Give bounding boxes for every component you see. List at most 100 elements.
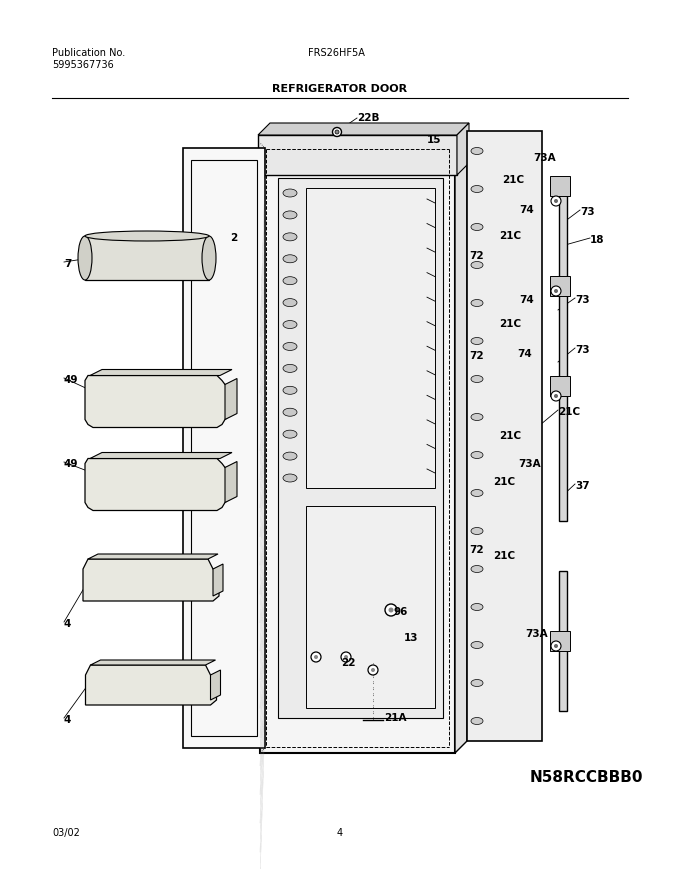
Circle shape xyxy=(368,665,378,675)
Text: 4: 4 xyxy=(337,828,343,838)
Ellipse shape xyxy=(85,231,209,241)
Text: REFRIGERATOR DOOR: REFRIGERATOR DOOR xyxy=(273,84,407,94)
Text: 03/02: 03/02 xyxy=(52,828,80,838)
Ellipse shape xyxy=(283,299,297,307)
Polygon shape xyxy=(260,131,467,143)
Circle shape xyxy=(551,391,561,401)
Polygon shape xyxy=(550,376,570,396)
Polygon shape xyxy=(85,375,230,428)
Ellipse shape xyxy=(471,680,483,687)
Text: 72: 72 xyxy=(469,351,483,361)
Polygon shape xyxy=(225,379,237,420)
Text: 73A: 73A xyxy=(525,629,547,639)
Polygon shape xyxy=(83,559,219,601)
Polygon shape xyxy=(183,148,265,748)
Text: 73: 73 xyxy=(575,345,590,355)
Polygon shape xyxy=(90,660,216,665)
Ellipse shape xyxy=(471,148,483,155)
Text: 74: 74 xyxy=(519,295,534,305)
Text: 73: 73 xyxy=(580,207,594,217)
Ellipse shape xyxy=(471,262,483,269)
Polygon shape xyxy=(90,369,232,375)
Ellipse shape xyxy=(471,641,483,648)
Text: 4: 4 xyxy=(64,715,71,725)
Polygon shape xyxy=(550,276,570,296)
Circle shape xyxy=(551,196,561,206)
Ellipse shape xyxy=(471,527,483,534)
Ellipse shape xyxy=(471,603,483,611)
Polygon shape xyxy=(306,506,435,708)
Text: 21A: 21A xyxy=(384,713,407,723)
Text: 22B: 22B xyxy=(357,113,379,123)
Text: 2: 2 xyxy=(230,233,237,243)
Text: 15: 15 xyxy=(427,135,441,145)
Text: 21C: 21C xyxy=(499,431,521,441)
Ellipse shape xyxy=(471,375,483,382)
Polygon shape xyxy=(457,123,469,175)
Circle shape xyxy=(554,289,558,293)
Polygon shape xyxy=(260,143,455,753)
Text: 22: 22 xyxy=(341,658,356,668)
Polygon shape xyxy=(278,178,443,718)
Circle shape xyxy=(554,394,558,398)
Ellipse shape xyxy=(283,342,297,350)
Circle shape xyxy=(551,286,561,296)
Text: 21C: 21C xyxy=(493,551,515,561)
Text: 7: 7 xyxy=(64,259,71,269)
Polygon shape xyxy=(88,554,218,559)
Ellipse shape xyxy=(283,255,297,262)
Polygon shape xyxy=(213,564,223,596)
Text: 21C: 21C xyxy=(499,231,521,241)
Text: 37: 37 xyxy=(575,481,590,491)
Polygon shape xyxy=(306,188,435,488)
Ellipse shape xyxy=(471,337,483,344)
Ellipse shape xyxy=(283,387,297,395)
Text: 72: 72 xyxy=(469,545,483,555)
Ellipse shape xyxy=(202,236,216,280)
Ellipse shape xyxy=(283,211,297,219)
Ellipse shape xyxy=(283,452,297,460)
Ellipse shape xyxy=(471,300,483,307)
Polygon shape xyxy=(85,236,209,280)
Polygon shape xyxy=(467,131,542,741)
Text: N58RCCBBB0: N58RCCBBB0 xyxy=(530,770,643,785)
Text: 73A: 73A xyxy=(533,153,556,163)
Circle shape xyxy=(344,655,348,659)
Text: Publication No.: Publication No. xyxy=(52,48,125,58)
Text: 5995367736: 5995367736 xyxy=(52,60,114,70)
Text: 49: 49 xyxy=(64,459,78,469)
Circle shape xyxy=(385,604,397,616)
Circle shape xyxy=(554,199,558,203)
Ellipse shape xyxy=(78,236,92,280)
Circle shape xyxy=(335,130,339,134)
Polygon shape xyxy=(559,571,567,711)
Ellipse shape xyxy=(283,233,297,241)
Text: 4: 4 xyxy=(64,619,71,629)
Text: 72: 72 xyxy=(469,251,483,261)
Ellipse shape xyxy=(283,430,297,438)
Circle shape xyxy=(388,607,394,613)
Ellipse shape xyxy=(283,189,297,197)
Text: FRS26HF5A: FRS26HF5A xyxy=(308,48,365,58)
Ellipse shape xyxy=(283,364,297,373)
Ellipse shape xyxy=(283,321,297,328)
Text: 21C: 21C xyxy=(558,407,580,417)
Ellipse shape xyxy=(471,414,483,421)
Ellipse shape xyxy=(471,223,483,230)
Circle shape xyxy=(554,644,558,648)
Ellipse shape xyxy=(471,489,483,496)
Circle shape xyxy=(341,652,351,662)
Circle shape xyxy=(333,128,341,136)
Text: 74: 74 xyxy=(517,349,532,359)
Circle shape xyxy=(314,655,318,659)
Ellipse shape xyxy=(471,566,483,573)
Text: 73: 73 xyxy=(575,295,590,305)
Ellipse shape xyxy=(283,408,297,416)
Polygon shape xyxy=(85,459,230,510)
Text: 21C: 21C xyxy=(499,319,521,329)
Polygon shape xyxy=(550,176,570,196)
Polygon shape xyxy=(455,131,467,753)
Circle shape xyxy=(371,668,375,672)
Text: 13: 13 xyxy=(404,633,418,643)
Text: 73A: 73A xyxy=(518,459,541,469)
